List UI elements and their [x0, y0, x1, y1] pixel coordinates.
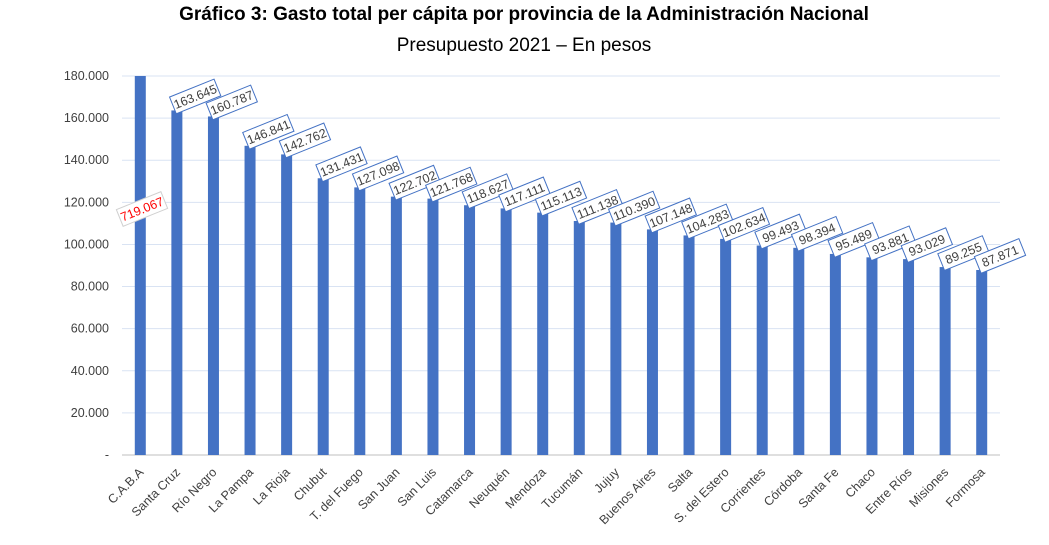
bar [390, 196, 402, 456]
y-axis: - 20.000 40.000 60.000 80.000 100.000 120.000 1… [64, 69, 109, 462]
data-label-box [534, 180, 588, 217]
y-tick-label: 160.000 [64, 111, 109, 125]
x-tick-label: Tucumán [539, 465, 585, 511]
x-tick-label: Chaco [843, 465, 878, 500]
bar [537, 212, 549, 455]
data-label-box [754, 213, 807, 250]
bar [244, 145, 256, 455]
data-label-box [278, 122, 332, 159]
data-label-box [205, 84, 259, 121]
data-label-box [242, 113, 295, 150]
data-label: 146.841 [242, 113, 295, 150]
y-tick-label: 120.000 [64, 195, 109, 209]
data-label-box [168, 78, 222, 115]
data-label-box [424, 166, 478, 203]
data-label-box [681, 203, 734, 240]
bar [866, 257, 878, 455]
data-label-box [607, 190, 661, 227]
x-tick-label: Misiones [906, 465, 951, 510]
bar [573, 220, 585, 455]
x-tick-label: Salta [665, 465, 695, 495]
data-label-box [827, 221, 880, 258]
data-label-box [790, 215, 844, 252]
y-tick-label: 140.000 [64, 153, 109, 167]
bar [171, 110, 183, 455]
data-label-box [937, 235, 990, 272]
bar [317, 178, 329, 456]
bar [500, 208, 512, 455]
y-tick-label: 40.000 [71, 364, 109, 378]
data-label-box [863, 225, 917, 262]
bar [610, 222, 622, 455]
bar [427, 198, 439, 455]
y-tick-label: 20.000 [71, 406, 109, 420]
bar [354, 187, 366, 455]
data-labels: 719.067163.645160.787146.841142.762131.4… [115, 78, 1027, 274]
bar [134, 76, 146, 455]
bar [683, 235, 695, 455]
x-tick-label: Formosa [943, 465, 988, 510]
bar [829, 253, 841, 455]
data-label-box [973, 237, 1027, 274]
data-label-box [644, 197, 698, 234]
bars [134, 76, 988, 456]
bar [939, 267, 951, 455]
y-tick-label: - [105, 448, 109, 462]
data-label-box [315, 146, 368, 183]
data-label-box [571, 189, 624, 225]
bar [756, 245, 768, 455]
data-label-box [717, 206, 771, 243]
bar [646, 229, 658, 455]
bar [976, 269, 988, 455]
chart-title: Gráfico 3: Gasto total per cápita por pr… [179, 4, 869, 25]
bar [464, 205, 476, 455]
y-tick-label: 80.000 [71, 280, 109, 294]
bar [720, 238, 732, 455]
y-tick-label: 100.000 [64, 237, 109, 251]
chart-subtitle: Presupuesto 2021 – En pesos [397, 35, 652, 56]
bar [207, 116, 219, 455]
data-label-box [351, 155, 405, 192]
gridlines [122, 75, 1000, 456]
data-label-box [900, 227, 954, 264]
x-tick-label: Jujuy [591, 465, 622, 496]
x-tick-label: Santa Fe [796, 465, 842, 511]
data-label: 117.111 [498, 176, 551, 213]
y-tick-label: 60.000 [71, 322, 109, 336]
data-label-box [461, 173, 515, 210]
bar [793, 247, 805, 455]
x-tick-label: La Rioja [250, 465, 292, 507]
data-label-box [115, 191, 169, 227]
y-tick-label: 180.000 [64, 69, 109, 83]
data-label-box [388, 164, 441, 201]
bar [903, 259, 915, 455]
data-label-box [498, 176, 551, 213]
bar [281, 154, 293, 455]
